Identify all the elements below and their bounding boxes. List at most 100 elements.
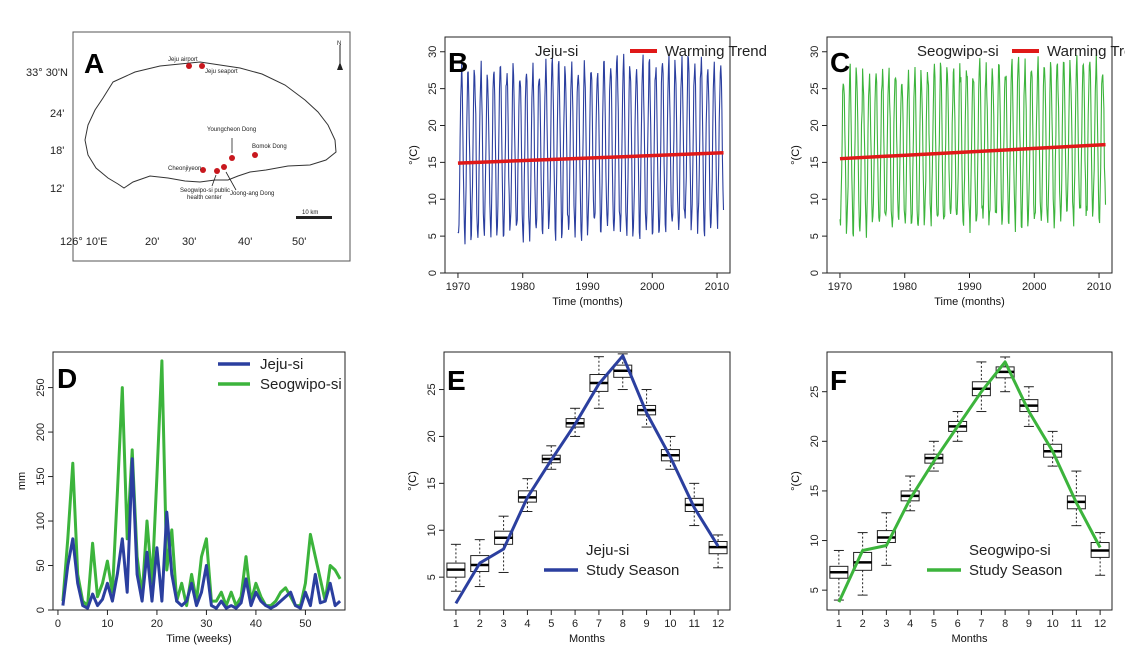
box-plot <box>446 543 466 592</box>
x-axis-label: Months <box>951 633 988 645</box>
series-jeju-si-line <box>457 53 725 245</box>
lat-label: 33° 30'N <box>26 67 68 79</box>
x-tick-label: 11 <box>689 618 700 630</box>
y-axis-label: °(C) <box>408 145 420 165</box>
warming-trend-line <box>839 142 1106 161</box>
box-plot <box>876 512 896 566</box>
x-tick-label: 7 <box>978 618 984 630</box>
site-cheonjiyeon <box>200 167 206 173</box>
box-plot <box>924 440 944 472</box>
lon-label: 50' <box>292 236 306 248</box>
x-tick-label: 2 <box>860 618 866 630</box>
panel-e-chart: 1 2 3 4 5 6 7 8 9 10 11 12510152025Months°(C)Jeju-s… <box>407 351 731 645</box>
jeju-island-outline <box>84 61 337 189</box>
x-tick-label: 30 <box>200 618 212 630</box>
panel-letter-c: C <box>830 47 850 78</box>
x-tick-label: 10 <box>101 618 113 630</box>
box-plot <box>494 515 514 573</box>
warming-trend-line <box>457 151 724 165</box>
x-tick-label: 3 <box>501 618 507 630</box>
x-tick-label: 5 <box>548 618 554 630</box>
y-tick-label: 5 <box>426 574 438 580</box>
x-tick-label: 20 <box>151 618 163 630</box>
north-arrow: N <box>337 41 343 70</box>
y-tick-label: 250 <box>35 378 47 396</box>
y-tick-label: 15 <box>427 156 439 168</box>
site-jeju-seaport <box>199 63 205 69</box>
place-label: Youngcheon Dong <box>207 127 256 133</box>
legend-label: Study Season <box>586 562 679 579</box>
box-plot <box>660 435 680 470</box>
x-tick-label: 6 <box>572 618 578 630</box>
panel-letter-b: B <box>448 47 468 78</box>
panel-b-chart: 1970 1980 1990 2000 2010 0 5 10 15 20 25 30 Time (mo… <box>408 36 767 308</box>
plot-frame <box>826 351 1113 611</box>
x-tick-label: 5 <box>931 618 937 630</box>
place-label: Cheonjiyeon <box>168 166 201 172</box>
x-tick-label: 10 <box>664 618 676 630</box>
y-tick-label: 25 <box>809 386 821 398</box>
series-seogwipo-si-line <box>61 359 342 608</box>
y-axis-label: °(C) <box>407 471 419 491</box>
place-label: health center <box>187 195 222 201</box>
box-plot <box>829 549 849 601</box>
x-tick-label: 3 <box>883 618 889 630</box>
y-tick-label: 100 <box>35 512 47 530</box>
y-tick-label: 15 <box>809 156 821 168</box>
x-axis-label: Time (weeks) <box>166 633 232 645</box>
y-tick-label: 5 <box>809 233 821 239</box>
y-tick-label: 0 <box>35 607 47 613</box>
y-tick-label: 10 <box>809 534 821 546</box>
map-place-labels: Jeju airport Jeju seaport Youngcheon Don… <box>168 57 287 201</box>
box-plot <box>995 356 1015 393</box>
panel-letter-d: D <box>57 363 77 394</box>
panel-letter-f: F <box>830 365 847 396</box>
legend-label: Seogwipo-si <box>260 376 342 393</box>
panel-d-chart: 0 10 20 30 40 50 0 50 100 150 200 250 Time (weeks) mm… <box>16 351 346 645</box>
x-tick-label: 4 <box>907 618 913 630</box>
x-tick-label: 1970 <box>828 281 852 293</box>
y-tick-label: 0 <box>809 270 821 276</box>
x-tick-label: 40 <box>250 618 262 630</box>
plot-frame <box>443 351 731 611</box>
lon-label: 20' <box>145 236 159 248</box>
site-youngcheon-dong <box>229 155 235 161</box>
x-tick-label: 50 <box>299 618 311 630</box>
y-tick-label: 15 <box>809 485 821 497</box>
legend-label: Warming Trend <box>665 43 767 60</box>
panel-letter-a: A <box>84 48 104 79</box>
x-axis-label: Time (months) <box>934 296 1005 308</box>
legend-label: Jeju-si <box>586 542 629 559</box>
y-tick-label: 30 <box>809 46 821 58</box>
panel-letter-e: E <box>447 365 466 396</box>
legend-label: Seogwipo-si <box>969 542 1051 559</box>
panel-a-map: A N 10 km Jeju airport Jeju seaport Youn… <box>26 31 351 262</box>
y-axis-label: °(C) <box>790 145 802 165</box>
map-frame <box>72 31 351 262</box>
site-joong-ang-dong <box>221 164 227 170</box>
study-season-line <box>837 360 1102 603</box>
site-bomok-dong <box>252 152 258 158</box>
site-seogwipo-health-center <box>214 168 220 174</box>
box-plot <box>900 475 920 512</box>
y-tick-label: 5 <box>809 587 821 593</box>
plot-frame <box>52 351 346 611</box>
x-tick-label: 7 <box>596 618 602 630</box>
x-tick-label: 1980 <box>892 281 916 293</box>
y-tick-label: 5 <box>427 233 439 239</box>
scale-bar: 10 km <box>296 210 332 219</box>
x-tick-label: 2000 <box>640 281 664 293</box>
x-tick-label: 1980 <box>510 281 534 293</box>
study-season-line <box>454 354 720 605</box>
x-tick-label: 12 <box>712 618 724 630</box>
y-tick-label: 200 <box>35 423 47 441</box>
x-tick-label: 12 <box>1094 618 1106 630</box>
place-label: Seogwipo-si public <box>180 188 230 194</box>
y-tick-label: 20 <box>809 119 821 131</box>
x-tick-label: 0 <box>55 618 61 630</box>
x-tick-label: 9 <box>1026 618 1032 630</box>
place-label: Joong-ang Dong <box>230 191 274 197</box>
map-lat-labels: 33° 30'N 24' 18' 12' <box>26 67 68 195</box>
